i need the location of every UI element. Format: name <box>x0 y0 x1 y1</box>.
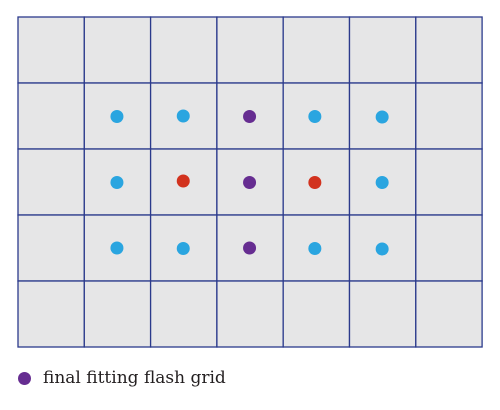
grid-cell <box>415 280 483 348</box>
grid-point-blue <box>308 242 322 255</box>
grid-cell <box>17 16 85 84</box>
grid-point-blue <box>375 176 389 189</box>
grid-point-red <box>176 174 190 188</box>
grid-point-purple <box>243 241 257 255</box>
grid-cell <box>415 16 483 84</box>
grid-point-purple <box>243 110 257 123</box>
grid-cell <box>282 280 351 348</box>
grid-point-purple <box>243 176 257 189</box>
grid-cell <box>216 280 284 348</box>
grid-cell <box>282 16 351 84</box>
grid-points <box>110 109 389 256</box>
grid-cell <box>17 82 85 150</box>
grid-point-blue <box>176 109 190 123</box>
legend-label: final fitting flash grid <box>43 368 226 388</box>
grid-point-blue <box>176 242 190 255</box>
grid-point-blue <box>308 110 322 123</box>
grid-point-blue <box>110 110 124 123</box>
grid-point-blue <box>110 241 124 255</box>
grid-cell <box>415 148 483 216</box>
grid-cell <box>17 148 85 216</box>
legend: final fitting flash grid <box>18 368 226 388</box>
grid-cell <box>415 214 483 282</box>
grid-cell <box>216 16 284 84</box>
flash-grid-diagram <box>17 16 483 348</box>
grid-cell <box>83 280 152 348</box>
grid-cell <box>348 16 417 84</box>
grid-cells <box>17 16 483 348</box>
grid-cell <box>83 16 152 84</box>
grid-cell <box>415 82 483 150</box>
grid-cell <box>17 214 85 282</box>
grid-cell <box>149 280 218 348</box>
grid-point-blue <box>375 242 389 256</box>
grid-cell <box>348 280 417 348</box>
grid-cell <box>17 280 85 348</box>
grid-point-blue <box>375 110 389 124</box>
legend-dot-icon <box>18 371 31 385</box>
grid-point-red <box>308 176 322 189</box>
grid-cell <box>149 16 218 84</box>
grid-point-blue <box>110 176 124 189</box>
